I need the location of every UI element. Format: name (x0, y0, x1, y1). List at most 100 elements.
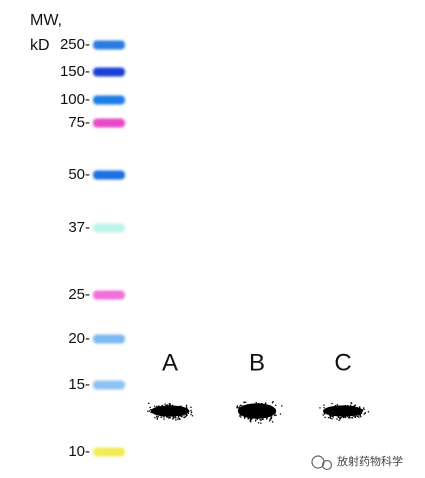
band-speck (250, 419, 252, 421)
band-speck (170, 411, 172, 413)
band-speck (359, 406, 361, 408)
band-speck (248, 414, 251, 416)
band-speck (171, 407, 173, 409)
band-speck (171, 404, 174, 407)
band-speck (262, 412, 264, 414)
band-speck (255, 403, 258, 406)
band-speck (340, 416, 342, 419)
band-speck (158, 412, 160, 415)
band-speck (263, 410, 265, 412)
band-speck (255, 413, 257, 415)
band-speck (247, 404, 249, 406)
band-speck (190, 413, 192, 416)
band-speck (257, 412, 259, 414)
band-speck (163, 416, 165, 418)
band-speck (348, 415, 351, 417)
band-speck (164, 410, 166, 412)
band-speck (162, 408, 164, 410)
band-speck (261, 405, 263, 407)
band-speck (331, 411, 334, 413)
band-speck (174, 411, 176, 413)
band-speck (184, 412, 186, 414)
band-speck (346, 412, 348, 414)
band-speck (342, 410, 344, 413)
band-speck (350, 410, 352, 413)
band-speck (244, 411, 246, 413)
band-speck (166, 410, 169, 413)
ladder-label: 100- (60, 91, 90, 108)
band-speck (333, 409, 335, 411)
band-speck (245, 409, 248, 411)
band-speck (331, 410, 333, 412)
band-speck (358, 416, 360, 418)
band-speck (257, 411, 259, 413)
band-speck (187, 410, 189, 413)
band-speck (268, 407, 270, 409)
band-speck (352, 413, 354, 415)
band-speck (175, 419, 177, 421)
band-speck (359, 415, 361, 417)
band-speck (244, 410, 246, 412)
band-speck (329, 416, 331, 419)
band-speck (152, 412, 155, 414)
band-speck (339, 409, 342, 411)
band-speck (190, 411, 193, 413)
band-speck (340, 410, 342, 413)
band-speck (333, 414, 336, 416)
band-speck (264, 414, 266, 416)
band-speck (349, 409, 351, 412)
band-speck (248, 406, 251, 408)
band-speck (347, 408, 350, 410)
band-speck (181, 408, 183, 411)
band-speck (176, 406, 178, 409)
band-speck (171, 408, 173, 410)
band-speck (175, 407, 178, 410)
band-speck (182, 411, 184, 413)
band-speck (265, 402, 267, 404)
band-speck (360, 412, 363, 415)
band-speck (165, 406, 167, 409)
band-speck (354, 404, 357, 406)
band-speck (186, 407, 188, 409)
band-speck (243, 417, 246, 419)
band-speck (254, 415, 256, 417)
band-speck (281, 405, 283, 407)
band-speck (175, 407, 177, 410)
band-speck (319, 407, 321, 409)
band-speck (250, 421, 252, 423)
band-speck (175, 406, 177, 408)
band-speck (355, 411, 357, 413)
band-speck (182, 412, 184, 415)
band-speck (349, 408, 351, 410)
band-speck (251, 415, 254, 417)
band-speck (177, 409, 179, 411)
band-speck (175, 407, 177, 409)
band-speck (155, 409, 158, 411)
band-speck (339, 407, 341, 409)
ladder-band (93, 118, 125, 128)
band-speck (257, 402, 260, 405)
band-speck (166, 409, 169, 411)
band-speck (257, 422, 260, 424)
band-speck (187, 412, 189, 414)
band-speck (264, 405, 266, 407)
band-speck (175, 413, 177, 415)
band-speck (346, 407, 348, 409)
band-speck (342, 416, 345, 419)
band-speck (249, 419, 251, 421)
band-speck (272, 400, 274, 403)
band-speck (271, 414, 273, 416)
band-speck (170, 406, 173, 408)
band-speck (337, 408, 339, 410)
band-speck (175, 414, 177, 416)
band-speck (258, 409, 260, 411)
ladder: 250- 150- 100- 75- 50- 37- 25- 20- 15- 10- (60, 36, 125, 460)
band-speck (336, 412, 338, 414)
band-speck (248, 411, 250, 413)
band-speck (179, 412, 181, 414)
band-speck (359, 412, 361, 414)
band-speck (166, 408, 168, 411)
band-speck (267, 405, 269, 407)
band-speck (331, 408, 334, 410)
